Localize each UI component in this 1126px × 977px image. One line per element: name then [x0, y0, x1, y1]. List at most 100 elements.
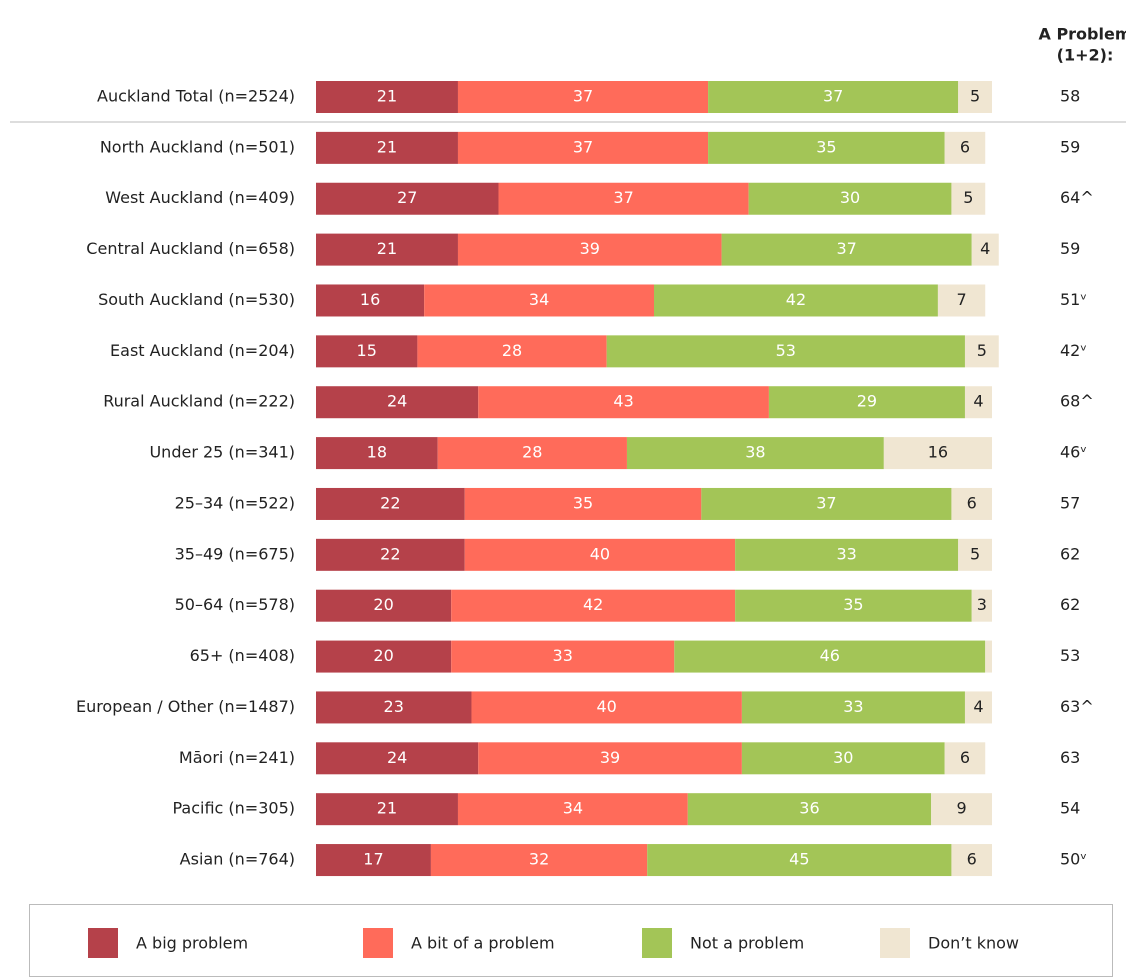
net-value: 63 — [1060, 748, 1080, 767]
category-label: Auckland Total (n=2524) — [97, 87, 295, 106]
data-label: 37 — [573, 87, 593, 106]
bar-segment — [971, 589, 992, 622]
bar-segment — [735, 538, 959, 571]
bar-segment — [606, 335, 965, 368]
bar-segment — [316, 691, 472, 724]
bar-segment — [457, 131, 709, 164]
data-label: 20 — [373, 595, 393, 614]
data-label: 37 — [613, 188, 633, 207]
bar-segment — [937, 284, 986, 317]
bar-segment — [457, 793, 688, 826]
data-label: 21 — [377, 239, 397, 258]
bar-segment — [951, 487, 992, 520]
bar-segment — [964, 691, 992, 724]
category-label: Asian (n=764) — [180, 850, 295, 869]
data-label: 36 — [799, 799, 819, 818]
net-value: 68^ — [1060, 392, 1094, 411]
data-label: 35 — [843, 595, 863, 614]
net-value: 62 — [1060, 544, 1080, 563]
data-label: 33 — [553, 646, 573, 665]
data-label: 38 — [745, 443, 765, 462]
bar-segment — [985, 640, 992, 673]
data-label: 37 — [573, 137, 593, 156]
bar-segment — [735, 589, 972, 622]
category-label: 65+ (n=408) — [190, 646, 295, 665]
bar-segment — [430, 844, 648, 877]
bar-segment — [687, 793, 932, 826]
category-label: 25–34 (n=522) — [175, 493, 295, 512]
net-value: 46ᵛ — [1060, 443, 1087, 462]
bar-segment — [417, 335, 607, 368]
bar-segment — [647, 844, 952, 877]
category-label: 50–64 (n=578) — [175, 595, 295, 614]
bar-segment — [626, 437, 884, 470]
bar-segment — [964, 386, 992, 419]
data-label: 27 — [397, 188, 417, 207]
data-label: 53 — [776, 341, 796, 360]
bar-segment — [883, 437, 992, 470]
category-label: Central Auckland (n=658) — [86, 239, 295, 258]
bar-segment — [424, 284, 654, 317]
bar-segment — [654, 284, 938, 317]
bar-segment — [316, 182, 499, 215]
net-value: 64^ — [1060, 188, 1094, 207]
bar-segment — [316, 742, 479, 775]
bar-segment — [316, 640, 452, 673]
data-label: 15 — [357, 341, 377, 360]
data-label: 42 — [786, 290, 806, 309]
data-label: 34 — [529, 290, 549, 309]
net-header: (1+2): — [1057, 46, 1114, 65]
bar-segment — [931, 793, 992, 826]
data-label: 39 — [600, 748, 620, 767]
data-label: 6 — [960, 748, 970, 767]
category-label: 35–49 (n=675) — [175, 544, 295, 563]
data-label: 28 — [522, 443, 542, 462]
bar-segment — [471, 691, 742, 724]
data-label: 42 — [583, 595, 603, 614]
bar-segment — [316, 487, 465, 520]
category-label: Under 25 (n=341) — [149, 443, 295, 462]
data-label: 5 — [970, 544, 980, 563]
bar-segment — [721, 233, 972, 266]
data-label: 45 — [789, 850, 809, 869]
net-value: 57 — [1060, 493, 1080, 512]
data-label: 4 — [980, 239, 990, 258]
data-label: 3 — [977, 595, 987, 614]
category-label: Rural Auckland (n=222) — [103, 392, 295, 411]
data-label: 40 — [590, 544, 610, 563]
bar-segment — [708, 131, 945, 164]
data-label: 28 — [502, 341, 522, 360]
category-label: Māori (n=241) — [179, 748, 295, 767]
legend-label: Don’t know — [928, 934, 1019, 953]
data-label: 33 — [836, 544, 856, 563]
data-label: 29 — [857, 392, 877, 411]
bar-segment — [944, 131, 986, 164]
net-header: A Problem — [1038, 25, 1126, 44]
net-value: 42ᵛ — [1060, 341, 1087, 360]
data-label: 4 — [973, 697, 983, 716]
data-label: 37 — [816, 493, 836, 512]
bar-segment — [958, 538, 992, 571]
legend-swatch — [363, 928, 393, 958]
bar-segment — [316, 793, 458, 826]
bar-segment — [316, 437, 438, 470]
data-label: 16 — [928, 443, 948, 462]
net-value: 54 — [1060, 799, 1080, 818]
data-label: 32 — [529, 850, 549, 869]
net-value: 53 — [1060, 646, 1080, 665]
data-label: 34 — [563, 799, 583, 818]
data-label: 37 — [823, 87, 843, 106]
bar-segment — [944, 742, 986, 775]
net-value: 51ᵛ — [1060, 290, 1087, 309]
bar-segment — [316, 81, 458, 113]
bar-segment — [457, 233, 722, 266]
bar-segment — [701, 487, 952, 520]
net-value: 58 — [1060, 87, 1080, 106]
category-label: South Auckland (n=530) — [98, 290, 295, 309]
bar-segment — [316, 844, 431, 877]
bar-segment — [964, 335, 999, 368]
bar-segment — [316, 386, 479, 419]
bar-segment — [951, 844, 992, 877]
data-label: 6 — [960, 137, 970, 156]
